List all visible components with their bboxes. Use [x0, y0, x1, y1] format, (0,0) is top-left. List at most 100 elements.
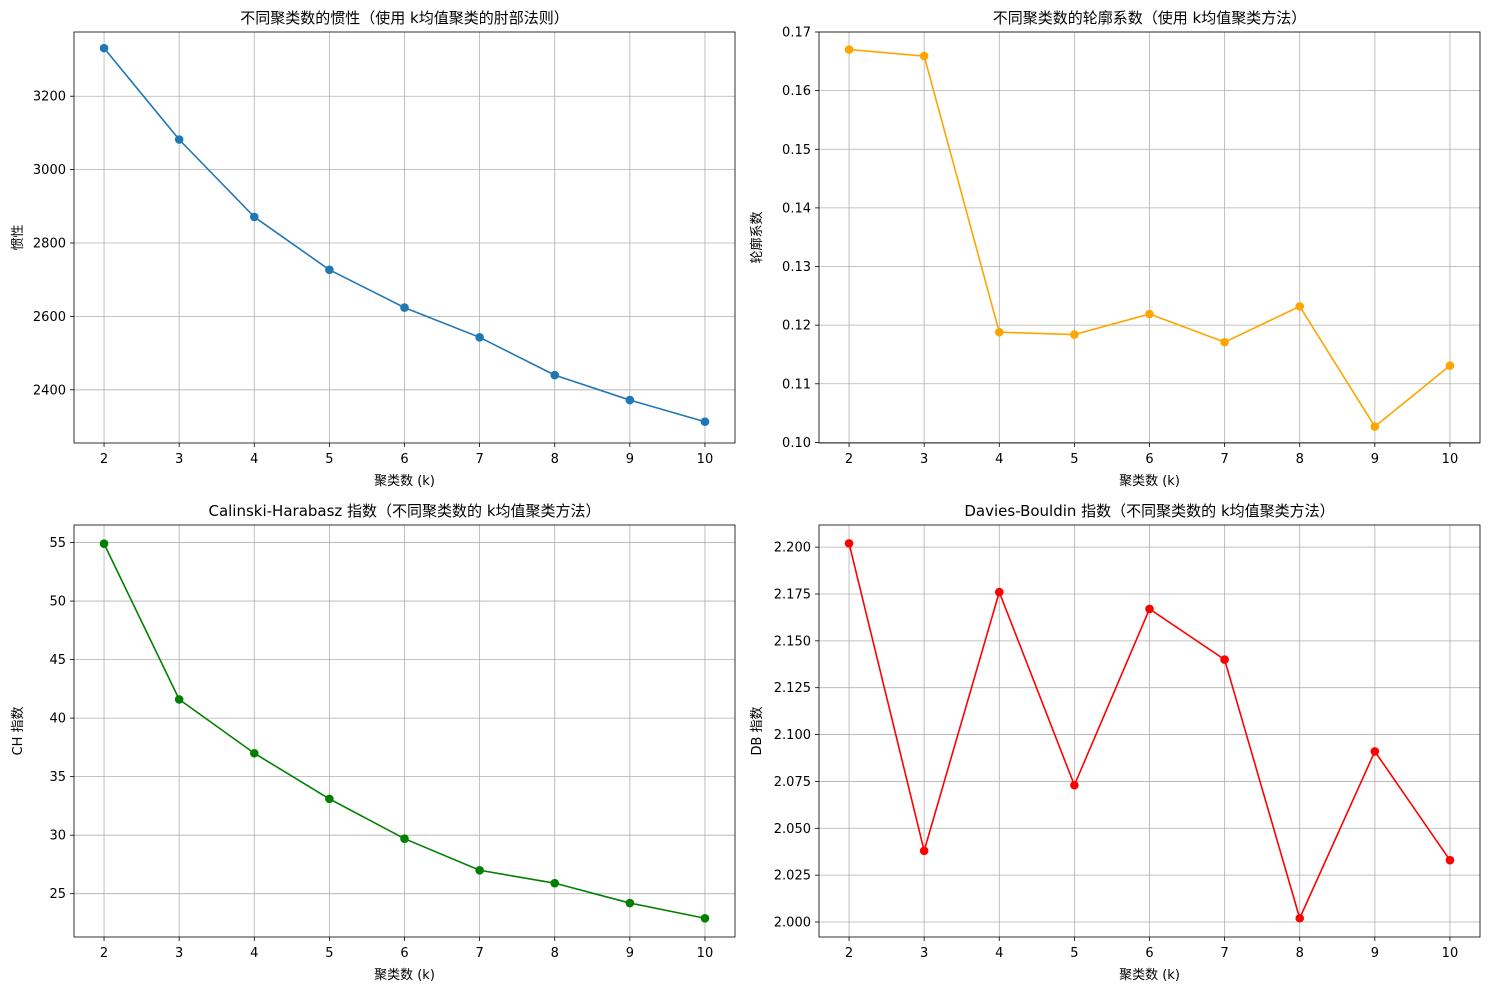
- y-tick-label: 0.10: [782, 436, 811, 451]
- data-point: [700, 913, 710, 923]
- data-point: [550, 878, 560, 888]
- x-tick-label: 10: [1442, 946, 1459, 961]
- x-tick-label: 7: [1220, 946, 1228, 961]
- x-tick-label: 5: [1070, 946, 1078, 961]
- x-tick-label: 5: [325, 946, 333, 961]
- data-point: [919, 846, 929, 856]
- x-tick-label: 9: [1371, 452, 1379, 467]
- data-point: [625, 898, 635, 908]
- x-tick-label: 6: [1145, 946, 1153, 961]
- y-tick-label: 35: [49, 770, 66, 785]
- y-tick-label: 45: [49, 653, 66, 668]
- x-tick-label: 5: [325, 452, 333, 467]
- x-tick-label: 9: [626, 946, 634, 961]
- data-point: [844, 45, 854, 54]
- x-tick-label: 9: [1371, 946, 1379, 961]
- data-point: [844, 539, 854, 548]
- data-point: [475, 865, 484, 875]
- y-tick-label: 0.12: [782, 319, 811, 334]
- y-tick-label: 30: [49, 829, 66, 844]
- data-point: [400, 303, 409, 312]
- data-point: [1445, 361, 1455, 370]
- data-point: [550, 370, 560, 380]
- data-point: [99, 539, 109, 549]
- x-tick-label: 6: [400, 452, 408, 467]
- data-point: [325, 265, 334, 275]
- x-tick-label: 3: [175, 946, 183, 961]
- x-axis-label: 聚类数 (k): [374, 968, 435, 983]
- x-tick-label: 7: [1220, 452, 1228, 467]
- y-tick-label: 2800: [33, 237, 66, 252]
- y-axis-label: 惯性: [10, 224, 26, 250]
- x-tick-label: 8: [1296, 946, 1304, 961]
- y-tick-label: 2.200: [774, 541, 811, 556]
- y-tick-label: 0.13: [782, 260, 811, 275]
- x-tick-label: 2: [845, 946, 853, 961]
- y-tick-label: 3000: [33, 163, 66, 178]
- y-axis-label: 轮廓系数: [749, 211, 765, 263]
- chart-inertia: 2 3 4 5 6 7 8 9 10 2400 2600 2800 3000 3200 不同聚类数的惯性（使…: [10, 9, 736, 489]
- y-tick-label: 25: [49, 887, 66, 902]
- x-axis-label: 聚类数 (k): [1119, 474, 1180, 489]
- x-tick-label: 4: [250, 946, 258, 961]
- data-point: [1370, 747, 1380, 756]
- x-tick-label: 4: [250, 452, 258, 467]
- x-axis-label: 聚类数 (k): [1119, 968, 1180, 983]
- x-tick-label: 6: [1145, 452, 1153, 467]
- data-point: [994, 327, 1004, 337]
- data-point: [919, 51, 929, 61]
- y-tick-label: 40: [49, 712, 66, 727]
- chart-davies-bouldin: 2 3 4 5 6 7 8 9 10 2.000 2.025 2.050 2.075 2.100 2.125…: [750, 502, 1481, 983]
- x-tick-label: 9: [626, 452, 634, 467]
- y-tick-label: 50: [49, 595, 66, 610]
- data-point: [249, 212, 259, 222]
- y-tick-label: 0.11: [782, 377, 811, 392]
- chart-silhouette: 2 3 4 5 6 7 8 9 10 0.10 0.11 0.12 0.13 0.14 0.15 0.16 0.…: [749, 9, 1481, 489]
- y-tick-label: 3200: [33, 90, 66, 105]
- data-point: [249, 748, 259, 758]
- y-tick-label: 2.000: [774, 916, 811, 931]
- data-point: [325, 794, 334, 804]
- y-tick-label: 0.14: [782, 201, 811, 216]
- data-point: [700, 417, 710, 427]
- data-point: [625, 395, 635, 405]
- data-point: [994, 587, 1004, 597]
- y-axis-label: DB 指数: [750, 706, 765, 755]
- x-tick-label: 3: [920, 452, 928, 467]
- y-tick-label: 0.17: [782, 26, 811, 41]
- data-point: [1145, 309, 1154, 319]
- x-tick-label: 2: [100, 946, 108, 961]
- y-tick-label: 2600: [33, 310, 66, 325]
- data-point: [1070, 780, 1079, 790]
- x-tick-label: 7: [475, 946, 483, 961]
- x-tick-label: 4: [995, 946, 1003, 961]
- y-tick-label: 2.050: [774, 822, 811, 837]
- data-point: [400, 834, 409, 843]
- chart-title: Davies-Bouldin 指数（不同聚类数的 k均值聚类方法）: [964, 502, 1334, 520]
- data-point: [475, 333, 484, 342]
- data-point: [1220, 655, 1229, 664]
- x-tick-label: 8: [551, 452, 559, 467]
- data-point: [1445, 855, 1455, 865]
- data-point: [99, 43, 109, 53]
- x-tick-label: 6: [400, 946, 408, 961]
- chart-calinski-harabasz: 2 3 4 5 6 7 8 9 1025303540455055Calinski-Harabas…: [11, 502, 736, 983]
- data-point: [174, 695, 184, 704]
- x-tick-label: 10: [697, 452, 714, 467]
- x-tick-label: 4: [995, 452, 1003, 467]
- data-point: [1145, 604, 1154, 614]
- data-point: [1370, 422, 1380, 431]
- y-tick-label: 2.100: [774, 728, 811, 743]
- y-tick-label: 2.175: [774, 587, 811, 602]
- y-tick-label: 2.025: [774, 869, 811, 884]
- x-tick-label: 7: [475, 452, 483, 467]
- data-point: [1295, 302, 1305, 311]
- x-tick-label: 10: [697, 946, 714, 961]
- y-tick-label: 2400: [33, 383, 66, 398]
- x-tick-label: 2: [845, 452, 853, 467]
- chart-title: Calinski-Harabasz 指数（不同聚类数的 k均值聚类方法）: [208, 502, 600, 520]
- x-tick-label: 10: [1442, 452, 1459, 467]
- y-axis-label: CH 指数: [11, 707, 26, 756]
- y-tick-label: 2.125: [774, 681, 811, 696]
- x-tick-label: 8: [1296, 452, 1304, 467]
